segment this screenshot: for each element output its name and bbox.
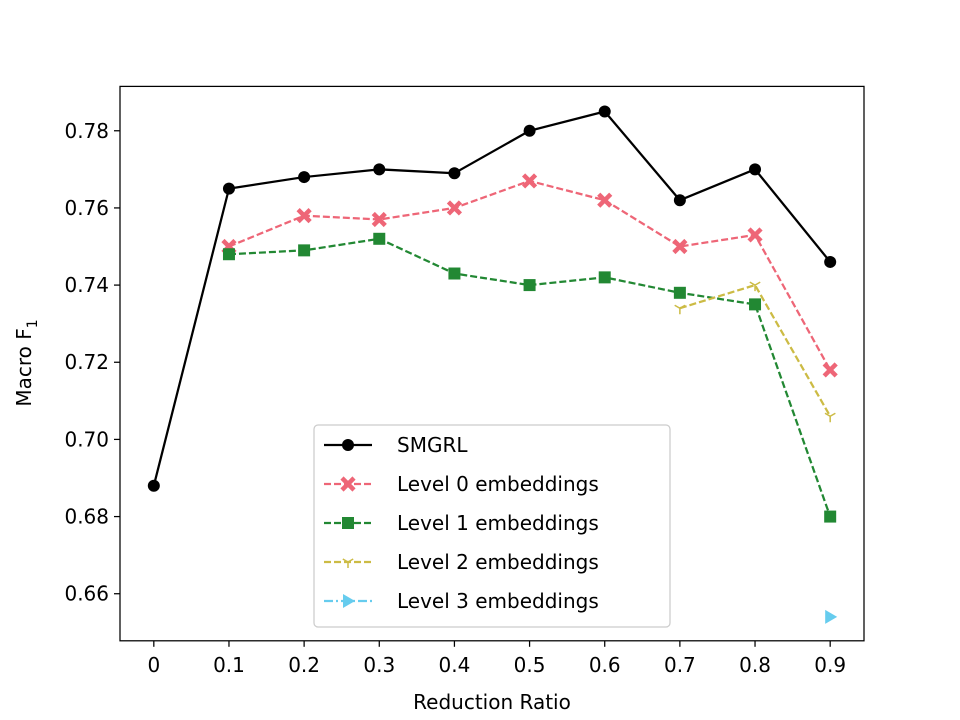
data-point-level-0-embeddings — [446, 200, 463, 216]
legend-box — [313, 424, 671, 628]
series-level-3-embeddings — [825, 609, 838, 624]
data-point-level-1-embeddings — [749, 298, 762, 311]
data-point-smgrl — [448, 167, 461, 180]
data-point-smgrl — [147, 479, 160, 492]
data-point-level-2-embeddings — [674, 304, 686, 315]
legend: SMGRL Level 0 embeddings Level 1 embedding… — [313, 424, 671, 628]
data-point-level-1-embeddings — [523, 279, 536, 292]
x-tick-label: 0.5 — [514, 653, 546, 677]
y-tick-label: 0.72 — [64, 350, 109, 374]
data-point-level-0-embeddings — [672, 238, 688, 255]
legend-marker — [343, 594, 355, 608]
data-point-level-1-embeddings — [298, 244, 311, 257]
x-tick-label: 0 — [147, 653, 160, 677]
legend-label: Level 1 embeddings — [397, 511, 599, 535]
legend-label: Level 3 embeddings — [397, 589, 599, 613]
x-axis-title: Reduction Ratio — [413, 690, 571, 714]
legend-item-smgrl: SMGRL — [324, 433, 468, 457]
data-point-smgrl — [523, 124, 536, 137]
y-tick-label: 0.70 — [64, 427, 109, 451]
data-point-level-0-embeddings — [822, 362, 838, 378]
data-point-level-1-embeddings — [373, 232, 386, 245]
legend-marker — [340, 476, 356, 492]
data-point-level-0-embeddings — [747, 227, 763, 243]
series-level-0-embeddings — [221, 173, 838, 378]
x-tick-label: 0.1 — [213, 653, 245, 677]
x-tick-label: 0.6 — [589, 653, 621, 677]
data-point-level-0-embeddings — [296, 208, 312, 224]
legend-label: SMGRL — [397, 433, 468, 457]
plot-frame — [119, 85, 865, 642]
data-point-level-1-embeddings — [824, 510, 837, 523]
series-line-smgrl — [152, 110, 832, 486]
legend-item-level-3-embeddings: Level 3 embeddings — [324, 589, 599, 613]
legend-label: Level 2 embeddings — [397, 550, 599, 574]
data-point-level-2-embeddings — [749, 281, 761, 292]
y-axis-title: Macro F1 — [12, 319, 41, 406]
x-tick-label: 0.9 — [814, 653, 846, 677]
x-tick-label: 0.8 — [739, 653, 771, 677]
data-point-level-3-embeddings — [825, 609, 838, 624]
legend-item-level-2-embeddings: Level 2 embeddings — [324, 550, 599, 574]
data-point-level-1-embeddings — [598, 271, 611, 284]
legend-label: Level 0 embeddings — [397, 472, 599, 496]
y-axis-title-subscript: 1 — [25, 319, 41, 328]
data-point-smgrl — [373, 163, 386, 176]
y-axis: 0.66 0.68 0.70 0.72 0.74 0.76 0.78 — [64, 119, 120, 606]
data-point-level-1-embeddings — [448, 267, 461, 280]
data-point-smgrl — [749, 163, 762, 176]
y-axis-title-main: Macro F — [12, 328, 36, 406]
data-point-level-0-embeddings — [371, 211, 387, 228]
x-tick-label: 0.3 — [363, 653, 395, 677]
data-point-level-1-embeddings — [673, 286, 686, 299]
legend-item-level-1-embeddings: Level 1 embeddings — [324, 511, 599, 535]
series-smgrl — [147, 105, 837, 492]
data-point-level-0-embeddings — [597, 192, 613, 208]
series-level-2-embeddings — [674, 281, 836, 423]
data-point-smgrl — [298, 171, 311, 184]
data-point-smgrl — [222, 182, 235, 195]
x-tick-label: 0.4 — [439, 653, 471, 677]
data-point-level-0-embeddings — [521, 173, 538, 189]
data-point-smgrl — [598, 105, 611, 118]
data-point-level-1-embeddings — [222, 248, 235, 261]
series-line-level-0-embeddings — [228, 179, 832, 371]
legend-item-level-0-embeddings: Level 0 embeddings — [324, 472, 599, 496]
x-tick-label: 0.7 — [664, 653, 696, 677]
series-line-level-2-embeddings — [679, 283, 832, 417]
series-layer — [147, 105, 838, 624]
y-tick-label: 0.76 — [64, 196, 109, 220]
legend-marker — [342, 517, 354, 529]
data-point-smgrl — [824, 255, 837, 268]
x-tick-label: 0.2 — [288, 653, 320, 677]
series-level-1-embeddings — [222, 232, 837, 523]
data-point-smgrl — [673, 194, 686, 207]
y-tick-label: 0.78 — [64, 119, 109, 143]
y-tick-label: 0.74 — [64, 273, 109, 297]
data-point-level-2-embeddings — [824, 412, 836, 423]
y-tick-label: 0.66 — [64, 582, 109, 606]
legend-marker — [342, 439, 354, 451]
y-tick-label: 0.68 — [64, 505, 109, 529]
x-axis: 0 0.1 0.2 0.3 0.4 0.5 0.6 0.7 0.8 0.9 — [147, 640, 846, 677]
legend-marker — [342, 558, 354, 568]
